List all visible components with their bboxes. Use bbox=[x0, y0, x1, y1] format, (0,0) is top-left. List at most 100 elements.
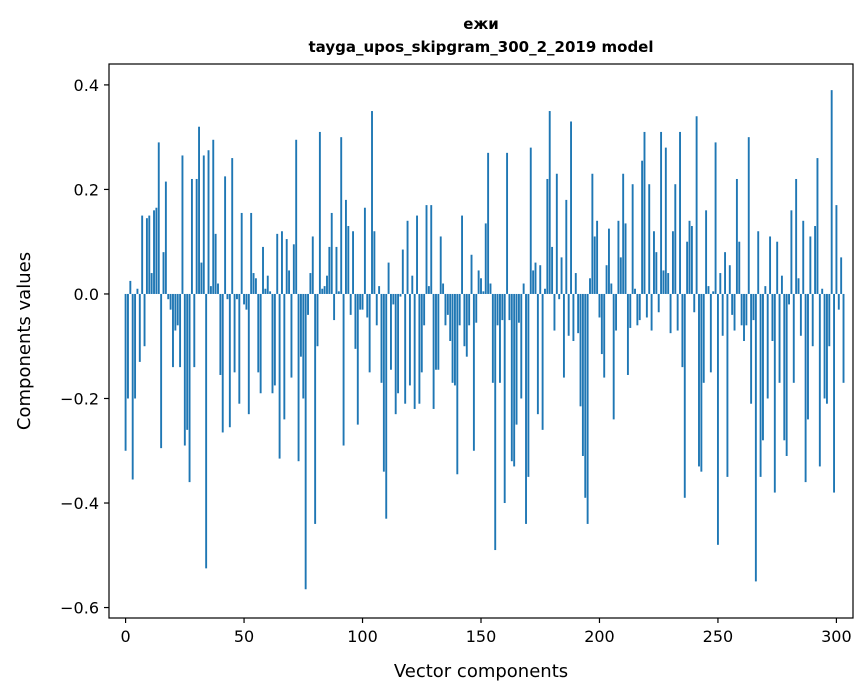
bar bbox=[281, 231, 283, 294]
bar bbox=[423, 293, 426, 326]
bar bbox=[468, 293, 471, 326]
bar bbox=[489, 283, 492, 294]
bar bbox=[501, 293, 504, 321]
bar bbox=[347, 226, 350, 294]
bar bbox=[600, 293, 603, 355]
bar bbox=[380, 293, 383, 383]
bar bbox=[257, 293, 260, 373]
bar bbox=[724, 252, 726, 294]
bar bbox=[200, 262, 203, 294]
bar bbox=[541, 293, 544, 430]
bar bbox=[354, 293, 357, 349]
bar bbox=[288, 270, 291, 294]
bar bbox=[823, 293, 826, 399]
bar bbox=[335, 246, 338, 294]
bar bbox=[276, 233, 279, 294]
bar bbox=[233, 293, 236, 373]
bar bbox=[141, 215, 144, 294]
bar bbox=[416, 215, 418, 294]
bar bbox=[792, 293, 795, 383]
bar bbox=[174, 293, 177, 331]
bar bbox=[269, 291, 272, 294]
bar bbox=[667, 273, 670, 294]
bar bbox=[456, 293, 459, 475]
bar bbox=[449, 293, 452, 341]
bar bbox=[240, 212, 243, 294]
bar bbox=[534, 262, 537, 294]
bar bbox=[769, 236, 772, 294]
x-tick-label: 300 bbox=[821, 627, 852, 646]
bar bbox=[190, 178, 193, 294]
bar bbox=[629, 293, 632, 328]
y-tick-label: −0.6 bbox=[60, 599, 99, 618]
bar bbox=[458, 293, 461, 326]
bar bbox=[529, 147, 532, 294]
bar bbox=[217, 283, 219, 294]
bar bbox=[589, 278, 591, 294]
y-tick-label: 0.2 bbox=[74, 180, 99, 199]
bar bbox=[570, 121, 572, 294]
bar bbox=[565, 199, 568, 294]
bar bbox=[262, 246, 264, 294]
x-tick-label: 200 bbox=[584, 627, 615, 646]
bar bbox=[394, 293, 397, 415]
bar bbox=[778, 293, 781, 383]
bar bbox=[709, 293, 712, 373]
bar bbox=[153, 210, 155, 294]
bar bbox=[143, 293, 146, 347]
bar bbox=[167, 293, 170, 300]
bar bbox=[690, 226, 693, 294]
bar bbox=[615, 293, 618, 331]
bar bbox=[558, 293, 561, 300]
bar bbox=[397, 293, 400, 394]
bar bbox=[188, 293, 191, 483]
bar bbox=[181, 155, 184, 294]
bar bbox=[695, 116, 698, 294]
bar bbox=[160, 293, 163, 449]
bar bbox=[764, 286, 767, 294]
bar bbox=[814, 226, 817, 294]
bar bbox=[807, 293, 809, 420]
bar bbox=[430, 205, 433, 294]
bar bbox=[776, 241, 779, 294]
bar bbox=[773, 293, 776, 493]
bar bbox=[231, 158, 234, 294]
bar bbox=[148, 215, 151, 294]
bar bbox=[186, 293, 189, 430]
bar bbox=[290, 293, 293, 378]
bar bbox=[671, 231, 674, 294]
bar bbox=[520, 293, 523, 399]
bar bbox=[579, 293, 582, 407]
bar bbox=[150, 273, 153, 294]
bar bbox=[766, 293, 769, 399]
bar bbox=[480, 278, 482, 294]
bar bbox=[572, 293, 575, 341]
bar bbox=[648, 184, 651, 294]
bar bbox=[714, 142, 717, 294]
bar bbox=[404, 293, 407, 404]
bar bbox=[698, 293, 700, 467]
bar bbox=[418, 293, 421, 404]
bar-series bbox=[124, 90, 845, 590]
bar bbox=[631, 184, 634, 294]
bar bbox=[406, 220, 409, 294]
bar bbox=[603, 293, 606, 378]
bar bbox=[662, 270, 665, 294]
bar bbox=[477, 270, 480, 294]
bar bbox=[472, 293, 475, 451]
bar bbox=[321, 288, 324, 294]
bar bbox=[212, 139, 215, 294]
bar bbox=[828, 293, 831, 347]
bar bbox=[785, 293, 788, 456]
y-tick-label: −0.4 bbox=[60, 494, 99, 513]
bar bbox=[373, 231, 376, 294]
bar bbox=[622, 173, 625, 294]
bar bbox=[278, 293, 281, 459]
bar bbox=[750, 293, 753, 404]
bar bbox=[510, 293, 513, 462]
bar bbox=[598, 293, 601, 318]
bar bbox=[797, 278, 800, 294]
bar bbox=[771, 293, 774, 341]
bar bbox=[382, 293, 385, 472]
bar bbox=[688, 220, 691, 294]
